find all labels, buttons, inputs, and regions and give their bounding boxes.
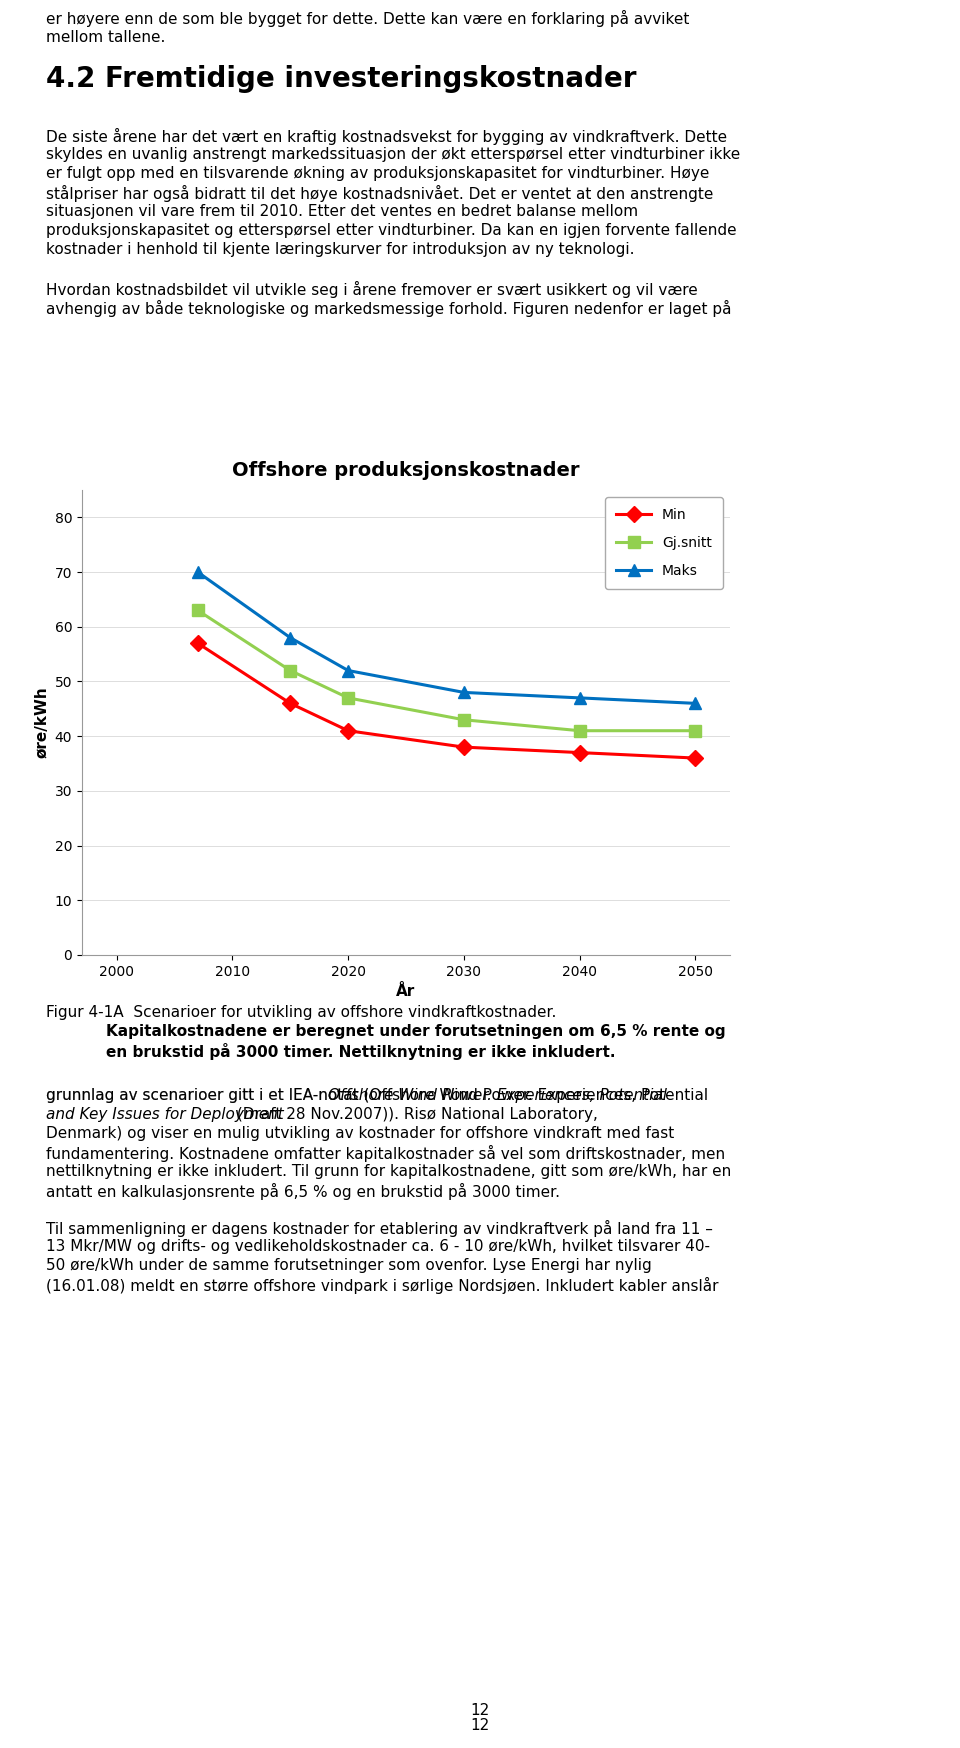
Text: mellom tallene.: mellom tallene. — [46, 30, 165, 45]
X-axis label: År: År — [396, 984, 416, 1000]
Text: 12: 12 — [470, 1718, 490, 1732]
Text: Offshore Wind Power. Experiences, Potential: Offshore Wind Power. Experiences, Potent… — [327, 1087, 666, 1103]
Gj.snitt — [689, 720, 701, 741]
Gj.snitt — [192, 600, 204, 621]
Min — [458, 736, 469, 757]
Text: en brukstid på 3000 timer. Nettilknytning er ikke inkludert.: en brukstid på 3000 timer. Nettilknytnin… — [106, 1044, 615, 1059]
Maks — [343, 661, 354, 682]
Gj.snitt — [343, 687, 354, 708]
Text: Kapitalkostnadene er beregnet under forutsetningen om 6,5 % rente og: Kapitalkostnadene er beregnet under foru… — [106, 1024, 726, 1038]
Text: (16.01.08) meldt en større offshore vindpark i sørlige Nordsjøen. Inkludert kabl: (16.01.08) meldt en større offshore vind… — [46, 1278, 718, 1294]
Text: stålpriser har også bidratt til det høye kostnadsnivået. Det er ventet at den an: stålpriser har også bidratt til det høye… — [46, 185, 713, 203]
Min — [689, 748, 701, 769]
Text: 50 øre/kWh under de samme forutsetninger som ovenfor. Lyse Energi har nylig: 50 øre/kWh under de samme forutsetninger… — [46, 1259, 652, 1273]
Text: grunnlag av scenarioer gitt i et IEA-notat (: grunnlag av scenarioer gitt i et IEA-not… — [46, 1087, 370, 1103]
Gj.snitt — [284, 661, 296, 682]
Min — [284, 692, 296, 713]
Text: Denmark) og viser en mulig utvikling av kostnader for offshore vindkraft med fas: Denmark) og viser en mulig utvikling av … — [46, 1126, 674, 1141]
Text: fundamentering. Kostnadene omfatter kapitalkostnader så vel som driftskostnader,: fundamentering. Kostnadene omfatter kapi… — [46, 1145, 725, 1162]
Text: Hvordan kostnadsbildet vil utvikle seg i årene fremover er svært usikkert og vil: Hvordan kostnadsbildet vil utvikle seg i… — [46, 281, 698, 297]
Maks — [689, 692, 701, 713]
Maks — [458, 682, 469, 703]
Text: 13 Mkr/MW og drifts- og vedlikeholdskostnader ca. 6 - 10 øre/kWh, hvilket tilsva: 13 Mkr/MW og drifts- og vedlikeholdskost… — [46, 1239, 710, 1253]
Legend: Min, Gj.snitt, Maks: Min, Gj.snitt, Maks — [605, 496, 723, 589]
Maks — [284, 628, 296, 649]
Text: De siste årene har det vært en kraftig kostnadsvekst for bygging av vindkraftver: De siste årene har det vært en kraftig k… — [46, 128, 727, 145]
Text: kostnader i henhold til kjente læringskurver for introduksjon av ny teknologi.: kostnader i henhold til kjente læringsku… — [46, 241, 635, 257]
Text: grunnlag av scenarioer gitt i et IEA-notat (Offshore Wind Power. Experiences, Po: grunnlag av scenarioer gitt i et IEA-not… — [46, 1087, 708, 1103]
Text: er fulgt opp med en tilsvarende økning av produksjonskapasitet for vindturbiner.: er fulgt opp med en tilsvarende økning a… — [46, 166, 709, 182]
Line: Gj.snitt: Gj.snitt — [192, 605, 701, 736]
Text: avhengig av både teknologiske og markedsmessige forhold. Figuren nedenfor er lag: avhengig av både teknologiske og markeds… — [46, 301, 732, 316]
Text: skyldes en uvanlig anstrengt markedssituasjon der økt etterspørsel etter vindtur: skyldes en uvanlig anstrengt markedssitu… — [46, 147, 740, 163]
Min — [343, 720, 354, 741]
Text: er høyere enn de som ble bygget for dette. Dette kan være en forklaring på avvik: er høyere enn de som ble bygget for dett… — [46, 10, 689, 26]
Line: Maks: Maks — [192, 566, 701, 710]
Text: produksjonskapasitet og etterspørsel etter vindturbiner. Da kan en igjen forvent: produksjonskapasitet og etterspørsel ett… — [46, 224, 736, 238]
Maks — [574, 687, 586, 708]
Text: and Key Issues for Deployment: and Key Issues for Deployment — [46, 1106, 284, 1122]
Text: nettilknytning er ikke inkludert. Til grunn for kapitalkostnadene, gitt som øre/: nettilknytning er ikke inkludert. Til gr… — [46, 1164, 732, 1178]
Text: 12: 12 — [470, 1703, 490, 1718]
Text: Til sammenligning er dagens kostnader for etablering av vindkraftverk på land fr: Til sammenligning er dagens kostnader fo… — [46, 1220, 713, 1238]
Text: (Draft 28 Nov.2007)). Risø National Laboratory,: (Draft 28 Nov.2007)). Risø National Labo… — [231, 1106, 597, 1122]
Text: 4.2 Fremtidige investeringskostnader: 4.2 Fremtidige investeringskostnader — [46, 65, 636, 93]
Maks — [192, 561, 204, 582]
Title: Offshore produksjonskostnader: Offshore produksjonskostnader — [232, 461, 580, 481]
Text: situasjonen vil vare frem til 2010. Etter det ventes en bedret balanse mellom: situasjonen vil vare frem til 2010. Ette… — [46, 205, 638, 218]
Gj.snitt — [574, 720, 586, 741]
Min — [574, 743, 586, 764]
Min — [192, 633, 204, 654]
Text: antatt en kalkulasjonsrente på 6,5 % og en brukstid på 3000 timer.: antatt en kalkulasjonsrente på 6,5 % og … — [46, 1183, 560, 1201]
Y-axis label: øre/kWh: øre/kWh — [35, 687, 49, 759]
Line: Min: Min — [192, 638, 701, 764]
Text: grunnlag av scenarioer gitt i et IEA-notat (: grunnlag av scenarioer gitt i et IEA-not… — [46, 1087, 370, 1103]
Text: Figur 4-1A  Scenarioer for utvikling av offshore vindkraftkostnader.: Figur 4-1A Scenarioer for utvikling av o… — [46, 1005, 557, 1021]
Gj.snitt — [458, 710, 469, 731]
